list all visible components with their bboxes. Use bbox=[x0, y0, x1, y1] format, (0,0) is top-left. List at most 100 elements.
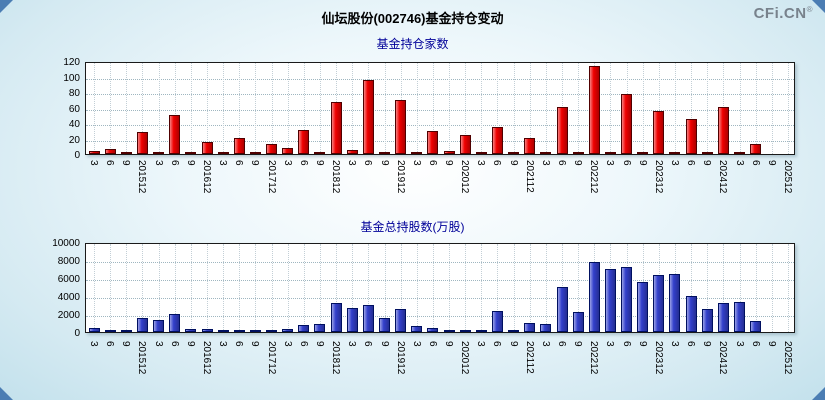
x-grid-line bbox=[449, 63, 451, 154]
x-tick-label: 6 bbox=[168, 341, 180, 347]
x-grid-line bbox=[190, 244, 192, 332]
x-tick-label: 3 bbox=[152, 341, 164, 347]
x-grid-line bbox=[416, 244, 418, 332]
x-grid-line bbox=[465, 63, 467, 154]
x-grid-line bbox=[771, 244, 773, 332]
bar bbox=[669, 152, 681, 154]
x-grid-line bbox=[368, 244, 370, 332]
x-grid-line bbox=[400, 244, 402, 332]
y-tick-label: 100 bbox=[63, 72, 80, 84]
x-tick-label: 201912 bbox=[394, 160, 406, 194]
x-grid-line bbox=[303, 63, 305, 154]
x-grid-line bbox=[481, 63, 483, 154]
x-tick-label: 3 bbox=[604, 341, 616, 347]
x-tick-label: 6 bbox=[491, 341, 503, 347]
x-grid-line bbox=[416, 63, 418, 154]
y-tick-label: 0 bbox=[74, 150, 80, 161]
x-tick-label: 6 bbox=[297, 341, 309, 347]
x-tick-label: 202212 bbox=[588, 160, 600, 194]
bar bbox=[153, 152, 165, 154]
bar bbox=[427, 131, 439, 154]
x-tick-label: 9 bbox=[184, 341, 196, 347]
bar bbox=[475, 330, 487, 332]
bar bbox=[169, 115, 181, 154]
x-tick-label: 9 bbox=[184, 160, 196, 166]
bar bbox=[750, 321, 762, 332]
x-grid-line bbox=[755, 244, 757, 332]
x-tick-label: 201612 bbox=[201, 341, 213, 375]
y-tick-label: 20 bbox=[68, 134, 80, 146]
bar bbox=[379, 152, 391, 154]
y-tick-label: 8000 bbox=[57, 256, 80, 267]
x-tick-label: 6 bbox=[685, 341, 697, 347]
chart1-title: 基金持仓家数 bbox=[376, 37, 449, 51]
x-tick-label: 202112 bbox=[523, 341, 535, 374]
x-grid-line bbox=[449, 244, 451, 332]
bar bbox=[459, 330, 471, 332]
bar bbox=[120, 152, 132, 154]
corner-triangle-top-left bbox=[0, 0, 13, 13]
bar bbox=[266, 330, 278, 332]
x-tick-label: 3 bbox=[346, 341, 358, 347]
x-tick-label: 3 bbox=[88, 160, 100, 166]
bar bbox=[508, 330, 520, 332]
x-grid-line bbox=[287, 63, 289, 154]
bar bbox=[379, 318, 391, 332]
bar bbox=[653, 275, 665, 332]
bar bbox=[540, 324, 552, 332]
x-tick-label: 3 bbox=[410, 341, 422, 347]
bar bbox=[346, 308, 358, 332]
bar bbox=[621, 94, 633, 154]
bar bbox=[298, 130, 310, 154]
x-tick-label: 9 bbox=[507, 341, 519, 347]
x-grid-line bbox=[126, 244, 128, 332]
x-grid-line bbox=[384, 244, 386, 332]
bar bbox=[443, 330, 455, 332]
x-grid-line bbox=[707, 63, 709, 154]
bar bbox=[136, 318, 148, 332]
x-tick-label: 201512 bbox=[136, 160, 148, 194]
bar bbox=[572, 312, 584, 332]
x-tick-label: 6 bbox=[749, 341, 761, 347]
cfi-logo-text: CFi.CN bbox=[753, 5, 807, 22]
x-grid-line bbox=[158, 244, 160, 332]
bar bbox=[346, 150, 358, 154]
bar bbox=[411, 326, 423, 332]
bar bbox=[120, 330, 132, 332]
bar bbox=[233, 330, 245, 332]
x-tick-label: 3 bbox=[733, 160, 745, 166]
bar bbox=[314, 152, 326, 154]
x-grid-line bbox=[110, 244, 112, 332]
x-grid-line bbox=[755, 63, 757, 154]
x-tick-label: 3 bbox=[668, 160, 680, 166]
x-tick-label: 202212 bbox=[588, 341, 600, 375]
x-grid-line bbox=[432, 244, 434, 332]
y-tick-label: 80 bbox=[68, 88, 80, 99]
x-tick-label: 9 bbox=[636, 160, 648, 166]
x-grid-line bbox=[529, 244, 531, 332]
bar bbox=[669, 274, 681, 332]
x-grid-line bbox=[432, 63, 434, 154]
x-tick-label: 9 bbox=[378, 341, 390, 347]
bar bbox=[637, 152, 649, 154]
x-tick-label: 6 bbox=[426, 341, 438, 347]
x-grid-line bbox=[255, 244, 257, 332]
x-tick-label: 6 bbox=[168, 160, 180, 166]
x-tick-label: 201812 bbox=[330, 341, 342, 375]
y-tick-label: 10000 bbox=[52, 238, 80, 249]
bar bbox=[701, 152, 713, 154]
x-tick-label: 3 bbox=[668, 341, 680, 347]
y-tick-label: 0 bbox=[74, 328, 80, 339]
y-tick-label: 6000 bbox=[57, 274, 80, 285]
x-tick-label: 6 bbox=[620, 160, 632, 166]
x-tick-label: 6 bbox=[491, 160, 503, 166]
x-tick-label: 6 bbox=[620, 341, 632, 347]
x-grid-line bbox=[142, 244, 144, 332]
x-tick-label: 201812 bbox=[330, 160, 342, 194]
bar bbox=[233, 138, 245, 154]
bar bbox=[491, 127, 503, 154]
cfi-logo: CFi.CN® bbox=[754, 5, 813, 22]
x-tick-label: 9 bbox=[765, 341, 777, 347]
x-grid-line bbox=[303, 244, 305, 332]
x-grid-line bbox=[271, 244, 273, 332]
